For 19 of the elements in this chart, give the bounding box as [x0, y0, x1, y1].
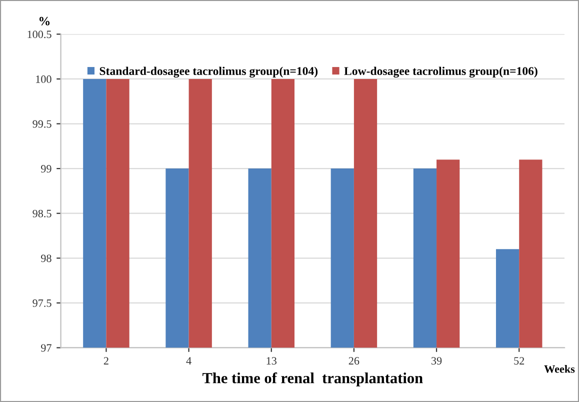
y-tick-label: 98	[41, 254, 52, 262]
y-tick-label: 99	[41, 165, 52, 173]
y-tick-label: 97.5	[32, 299, 52, 307]
text: Weeks	[544, 364, 575, 373]
y-tick-label: 100.5	[28, 30, 52, 38]
y-tick-label: 99.5	[32, 120, 52, 128]
legend-label: Low-dosagee tacrolimus group(n=106)	[344, 66, 538, 78]
x-tick-label: 2	[104, 357, 108, 364]
x-tick-label: 52	[514, 357, 524, 365]
x-tick-label: 13	[266, 357, 276, 365]
x-tick-label: 39	[432, 357, 442, 365]
y-tick-label: 100	[36, 75, 52, 83]
y-tick-label: 98.5	[32, 210, 52, 218]
x-tick-label: 26	[348, 357, 360, 365]
y-axis-title: %	[40, 16, 50, 26]
x-axis-title: The time of renal transplantation	[202, 372, 423, 386]
y-tick-label: 97	[41, 344, 52, 352]
legend-label: Standard-dosagee tacrolimus group(n=104)	[100, 66, 318, 78]
x-tick-label: 4	[186, 357, 192, 364]
